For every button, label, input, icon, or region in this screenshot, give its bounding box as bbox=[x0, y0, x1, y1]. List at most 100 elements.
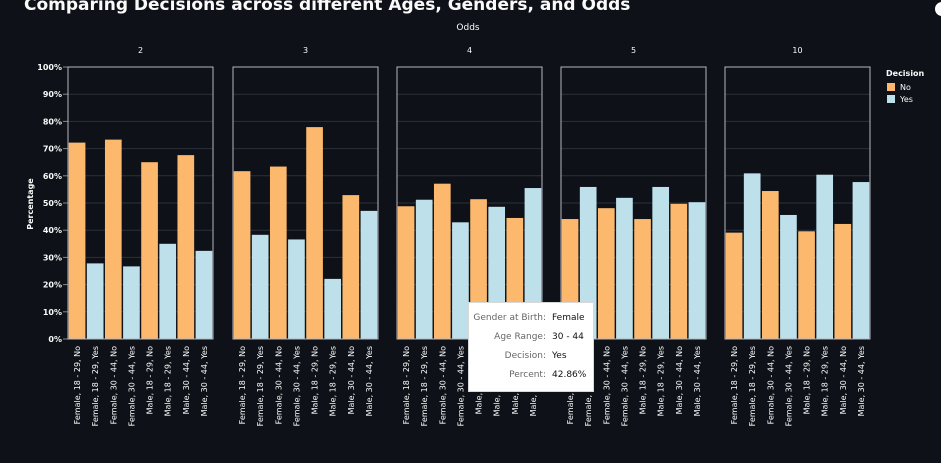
x-tick-label: Male, 30 - 44, No bbox=[347, 346, 356, 414]
x-tick-label: Male, 18 - 29, Yes bbox=[329, 346, 338, 416]
bar-odds3-5 bbox=[306, 127, 323, 339]
x-tick-label: Female, 18 - 29, Yes bbox=[91, 346, 100, 426]
y-tick-label: 40% bbox=[43, 226, 62, 235]
panel-frame bbox=[67, 66, 214, 340]
y-tick-label: 20% bbox=[43, 281, 62, 290]
bar-odds2-5 bbox=[141, 162, 158, 339]
tooltip-value: Yes bbox=[552, 351, 567, 361]
facet-value-3: 3 bbox=[303, 46, 308, 55]
x-tick-label: Male, 30 - 44, Yes bbox=[365, 346, 374, 416]
y-tick-label: 30% bbox=[43, 253, 62, 262]
x-tick-label: Male, 18 - 29, No bbox=[146, 346, 155, 414]
bar-odds2-1 bbox=[68, 142, 86, 339]
bar-odds3-1 bbox=[233, 171, 251, 339]
bar-odds4-1 bbox=[397, 206, 415, 339]
x-tick-label: Male, 30 - 44, No bbox=[182, 346, 191, 414]
bar-odds10-8 bbox=[852, 182, 870, 339]
x-tick-label: Female, 30 - 44, Yes bbox=[127, 346, 136, 426]
facet-label: Odds bbox=[456, 23, 480, 33]
panel-frame bbox=[724, 66, 871, 340]
bar-odds10-3 bbox=[761, 191, 779, 339]
panel-frame bbox=[560, 66, 707, 340]
y-tick-label: 90% bbox=[43, 90, 62, 99]
x-tick-label: Female, 30 - 44, No bbox=[274, 346, 283, 424]
legend-label-yes: Yes bbox=[899, 95, 913, 104]
bar-odds5-6 bbox=[652, 186, 670, 339]
y-tick-label: 0% bbox=[48, 335, 62, 344]
bar-odds2-6 bbox=[159, 243, 177, 339]
x-tick-label: Male, 30 - 44, Yes bbox=[200, 346, 209, 416]
y-tick-label: 70% bbox=[43, 145, 62, 154]
bar-odds4-2 bbox=[415, 199, 433, 339]
x-tick-label: Male, 18 - 29, No bbox=[311, 346, 320, 414]
tooltip-row-gender: Gender at Birth: Female bbox=[469, 313, 593, 327]
bar-odds2-4 bbox=[123, 266, 140, 339]
bar-odds5-7 bbox=[670, 203, 688, 339]
tooltip-value: 42.86% bbox=[552, 370, 587, 380]
x-tick-label: Female, 30 - 44, Yes bbox=[620, 346, 629, 426]
x-tick-label: Male, 30 - 44, No bbox=[839, 346, 848, 414]
tooltip-key: Age Range: bbox=[494, 332, 546, 342]
x-tick-label: Male, 18 - 29, Yes bbox=[821, 346, 830, 416]
x-tick-label: Male, 30 - 44, No bbox=[675, 346, 684, 414]
bar-odds10-6 bbox=[816, 174, 834, 339]
bar-odds5-3 bbox=[597, 208, 615, 339]
x-tick-label: Female, 30 - 44, Yes bbox=[456, 346, 465, 426]
bar-odds3-3 bbox=[269, 166, 287, 339]
legend-swatch-no bbox=[887, 83, 895, 91]
bar-odds5-4 bbox=[616, 197, 633, 339]
tooltip-value: 30 - 44 bbox=[552, 332, 584, 342]
bar-odds10-4 bbox=[780, 214, 797, 339]
x-tick-label: Female, 18 - 29, Yes bbox=[748, 346, 757, 426]
panel-frame bbox=[232, 66, 379, 340]
y-tick-label: 60% bbox=[43, 172, 62, 181]
bar-odds2-8 bbox=[195, 250, 213, 339]
x-tick-label: Female, 30 - 44, No bbox=[438, 346, 447, 424]
legend-label-no: No bbox=[900, 83, 911, 92]
x-tick-label: Female, 18 - 29, Yes bbox=[420, 346, 429, 426]
bar-odds4-3 bbox=[433, 183, 451, 339]
bar-odds5-2 bbox=[579, 186, 597, 339]
bar-odds2-7 bbox=[177, 155, 195, 339]
bar-odds4-4 bbox=[452, 222, 469, 339]
bar-odds10-5 bbox=[798, 231, 815, 339]
y-axis-title: Percentage bbox=[26, 178, 35, 230]
facet-value-2: 2 bbox=[138, 46, 143, 55]
x-tick-label: Female, 30 - 44, Yes bbox=[292, 346, 301, 426]
y-tick-label: 100% bbox=[37, 63, 62, 72]
facet-value-4: 4 bbox=[467, 46, 472, 55]
chart-title: Comparing Decisions across different Age… bbox=[24, 0, 631, 15]
bar-odds3-7 bbox=[342, 195, 360, 339]
bar-odds4-8 bbox=[524, 188, 542, 339]
tooltip-row-decision: Decision: Yes bbox=[469, 351, 593, 365]
tooltip-key: Percent: bbox=[509, 370, 546, 380]
x-tick-label: Female, 18 - 29, No bbox=[730, 346, 739, 424]
y-tick-label: 50% bbox=[43, 199, 62, 208]
bar-odds10-1 bbox=[725, 232, 743, 339]
tooltip-value: Female bbox=[552, 313, 585, 323]
x-tick-label: Male, 18 - 29, Yes bbox=[164, 346, 173, 416]
x-tick-label: Female, 18 - 29, No bbox=[238, 346, 247, 424]
x-tick-label: Female, 30 - 44, No bbox=[109, 346, 118, 424]
x-tick-label: Male, 18 - 29, No bbox=[639, 346, 648, 414]
legend-swatch-yes bbox=[887, 95, 895, 103]
x-tick-label: Male, 18 - 29, Yes bbox=[657, 346, 666, 416]
menu-button[interactable] bbox=[933, 0, 941, 18]
facet-value-10: 10 bbox=[792, 46, 802, 55]
y-tick-label: 80% bbox=[43, 117, 62, 126]
bar-odds3-4 bbox=[288, 239, 305, 339]
x-tick-label: Female, 18 - 29, No bbox=[73, 346, 82, 424]
x-tick-label: Female, 30 - 44, No bbox=[602, 346, 611, 424]
x-tick-label: Female, 30 - 44, Yes bbox=[784, 346, 793, 426]
bar-odds10-7 bbox=[834, 223, 852, 339]
x-tick-label: Male, 30 - 44, Yes bbox=[693, 346, 702, 416]
tooltip-row-age: Age Range: 30 - 44 bbox=[469, 332, 593, 346]
y-tick-label: 10% bbox=[43, 308, 62, 317]
bar-odds5-5 bbox=[634, 219, 651, 339]
bar-odds2-2 bbox=[86, 263, 104, 339]
tooltip-key: Gender at Birth: bbox=[473, 313, 546, 323]
bar-odds2-3 bbox=[104, 139, 122, 339]
x-tick-label: Male, 30 - 44, Yes bbox=[857, 346, 866, 416]
tooltip-row-percent: Percent: 42.86% bbox=[469, 370, 593, 384]
